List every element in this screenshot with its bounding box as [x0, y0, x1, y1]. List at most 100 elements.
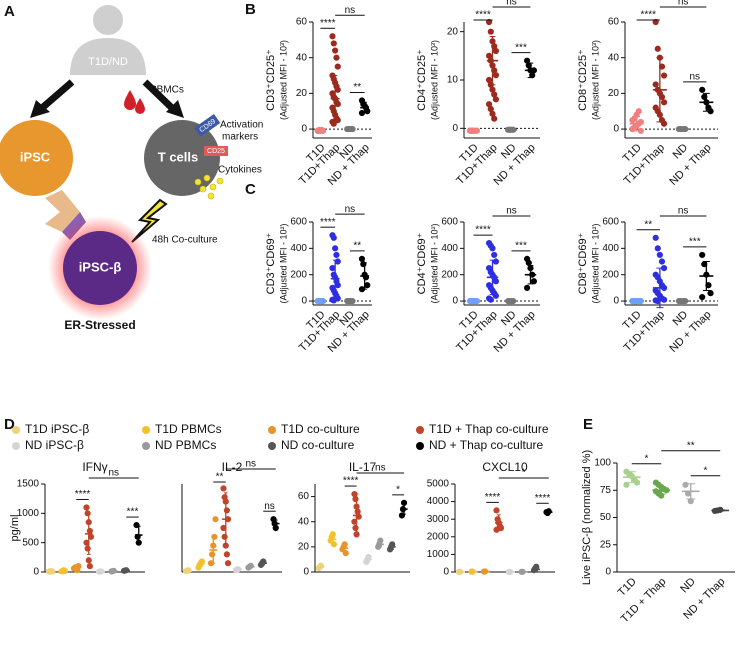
significance-label: ns	[108, 468, 119, 479]
data-point	[623, 481, 630, 488]
panel-label: E	[583, 416, 593, 433]
legend-label: ND + Thap co-culture	[429, 438, 543, 452]
y-tick-label: 400	[441, 243, 458, 254]
data-point	[330, 234, 337, 241]
y-tick-label: 600	[602, 217, 619, 228]
data-point	[485, 18, 493, 26]
significance-label: *	[396, 484, 400, 495]
significance-label: ns	[375, 463, 386, 474]
legend-swatch	[12, 442, 20, 450]
legend-swatch	[142, 426, 150, 434]
data-point	[333, 251, 340, 259]
panel-label: D	[4, 416, 15, 433]
panel-label: C	[245, 181, 256, 198]
data-point	[223, 507, 230, 514]
y-tick-label: 40	[608, 52, 620, 63]
diagram: T1D/ND PBMCs iPSC T cells CD69 CD25 Acti…	[0, 5, 263, 332]
data-point	[492, 47, 500, 55]
data-point	[330, 40, 337, 47]
y-tick-label: 25	[600, 539, 612, 550]
cd25-label: CD25	[207, 148, 225, 155]
arrow	[39, 79, 75, 111]
activation-label: Activation	[220, 120, 263, 131]
data-point	[220, 485, 227, 492]
y-tick-label: 500	[22, 537, 39, 548]
y-tick-label: 400	[290, 243, 307, 254]
legend-swatch	[268, 426, 276, 434]
y-axis-label: (Adjusted MFI - 10³)	[429, 40, 439, 120]
significance-label: *	[704, 465, 708, 476]
significance-label: ****	[640, 10, 656, 21]
ipscb-label: iPSC-β	[79, 259, 122, 274]
significance-label: ns	[678, 0, 689, 8]
arrow	[142, 79, 175, 111]
data-point	[332, 47, 339, 54]
arrow-head	[166, 100, 184, 118]
y-tick-label: 40	[296, 52, 308, 63]
significance-label: ****	[475, 225, 491, 236]
y-tick-label: 0	[301, 296, 307, 307]
y-tick-label: 4000	[427, 496, 450, 507]
data-point	[489, 245, 496, 252]
y-tick-label: 20	[296, 88, 308, 99]
y-tick-label: 75	[600, 485, 612, 496]
significance-label: ****	[485, 492, 501, 503]
data-point	[652, 18, 659, 26]
data-point	[707, 290, 714, 297]
donor-label: T1D/ND	[88, 56, 128, 68]
data-point	[352, 495, 359, 503]
data-point	[354, 508, 361, 515]
data-point	[523, 284, 531, 291]
y-tick-label: 0	[452, 296, 458, 307]
legend-label: T1D co-culture	[281, 422, 360, 436]
data-point	[652, 234, 659, 241]
coculture-label: 48h Co-culture	[152, 235, 218, 246]
data-point	[221, 533, 228, 540]
significance-label: **	[644, 219, 652, 230]
panel-label: B	[245, 1, 256, 18]
data-point	[487, 28, 494, 35]
data-point	[487, 296, 494, 303]
chart-title: IFNγ	[82, 460, 107, 474]
significance-label: ****	[320, 18, 336, 29]
significance-label: ****	[75, 489, 91, 500]
data-point	[525, 259, 532, 266]
data-point	[656, 251, 663, 259]
significance-label: **	[687, 440, 695, 451]
legend-swatch	[142, 442, 150, 450]
y-axis-label: (Adjusted MFI - 10³)	[590, 40, 600, 120]
significance-label: ****	[320, 217, 336, 228]
data-point	[491, 251, 498, 259]
significance-label: ***	[515, 42, 527, 53]
y-tick-label: 60	[298, 491, 310, 502]
x-tick-label: T1D	[616, 576, 639, 599]
y-tick-label: 20	[447, 26, 459, 37]
significance-label: ***	[515, 241, 527, 252]
significance-label: ns	[345, 204, 356, 215]
y-tick-label: 5000	[427, 479, 450, 490]
chart-title: CXCL10	[482, 460, 528, 474]
ipsc-cell	[0, 120, 73, 196]
significance-label: ns	[506, 0, 517, 8]
data-point	[652, 81, 659, 88]
chart-title: IL-2	[222, 460, 243, 474]
legend-label: T1D iPSC-β	[25, 422, 89, 436]
y-axis-label: CD3⁺CD69⁺	[265, 232, 277, 294]
data-point	[492, 72, 500, 79]
ipsc-label: iPSC	[20, 149, 51, 164]
differentiation-arrow	[45, 190, 80, 232]
legend-swatch	[416, 426, 424, 434]
data-point	[330, 541, 337, 548]
significance-label: ns	[245, 459, 256, 470]
y-tick-label: 0	[443, 567, 449, 578]
tcell	[144, 120, 220, 196]
y-axis-label: (Adjusted MFI - 10²)	[429, 223, 439, 303]
y-tick-label: 60	[608, 17, 620, 28]
person-body	[70, 38, 146, 75]
data-point	[83, 504, 90, 511]
data-point	[86, 563, 93, 570]
data-point	[224, 560, 232, 567]
data-point	[86, 527, 93, 535]
y-axis-label: pg/ml	[9, 515, 21, 542]
